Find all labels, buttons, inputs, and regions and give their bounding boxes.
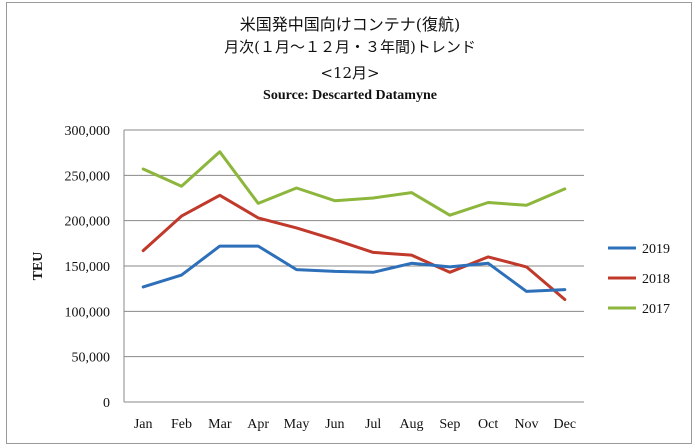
x-tick-label: Jan [134,417,153,432]
y-tick-label: 250,000 [65,169,111,184]
x-tick-label: Oct [478,417,498,432]
chart-source: Source: Descarted Datamyne [263,88,437,103]
y-tick-labels: 0 50,000 100,000 150,000 200,000 250,000 300,0… [65,124,111,411]
series-line-2018 [141,193,567,301]
chart-subtitle: 月次(１月～１２月・３年間)トレンド [224,38,476,56]
x-tick-label: Mar [208,417,232,432]
chart-period-label: <12月> [320,64,380,82]
x-tick-label: May [284,417,310,432]
y-tick-label: 300,000 [65,124,111,139]
x-tick-label: Sep [439,417,460,432]
x-tick-label: Jul [365,417,381,432]
gridlines [123,129,584,403]
x-tick-labels: Jan Feb Mar Apr May Jun Jul Aug Sep Oct Nov Dec [134,417,576,432]
legend-label-2017: 2017 [642,302,670,317]
y-tick-label: 150,000 [65,260,111,275]
legend-label-2019: 2019 [642,242,670,257]
legend: 2019 2018 2017 [608,242,670,317]
chart-frame [6,2,692,444]
y-tick-label: 50,000 [72,351,111,366]
x-tick-label: Jun [325,417,344,432]
x-tick-label: Feb [171,417,192,432]
chart-title: 米国発中国向けコンテナ(復航) [239,15,461,34]
series-line-2017 [141,150,567,217]
y-axis-label: TEU [31,252,46,281]
legend-label-2018: 2018 [642,272,670,287]
x-tick-label: Aug [399,417,423,432]
series-lines [141,150,567,301]
y-tick-label: 0 [103,396,110,411]
series-line-2019 [141,244,567,293]
x-tick-label: Nov [514,417,538,432]
x-tick-label: Dec [554,417,577,432]
y-tick-label: 100,000 [65,305,111,320]
x-tick-label: Apr [247,417,269,432]
y-tick-label: 200,000 [65,215,111,230]
